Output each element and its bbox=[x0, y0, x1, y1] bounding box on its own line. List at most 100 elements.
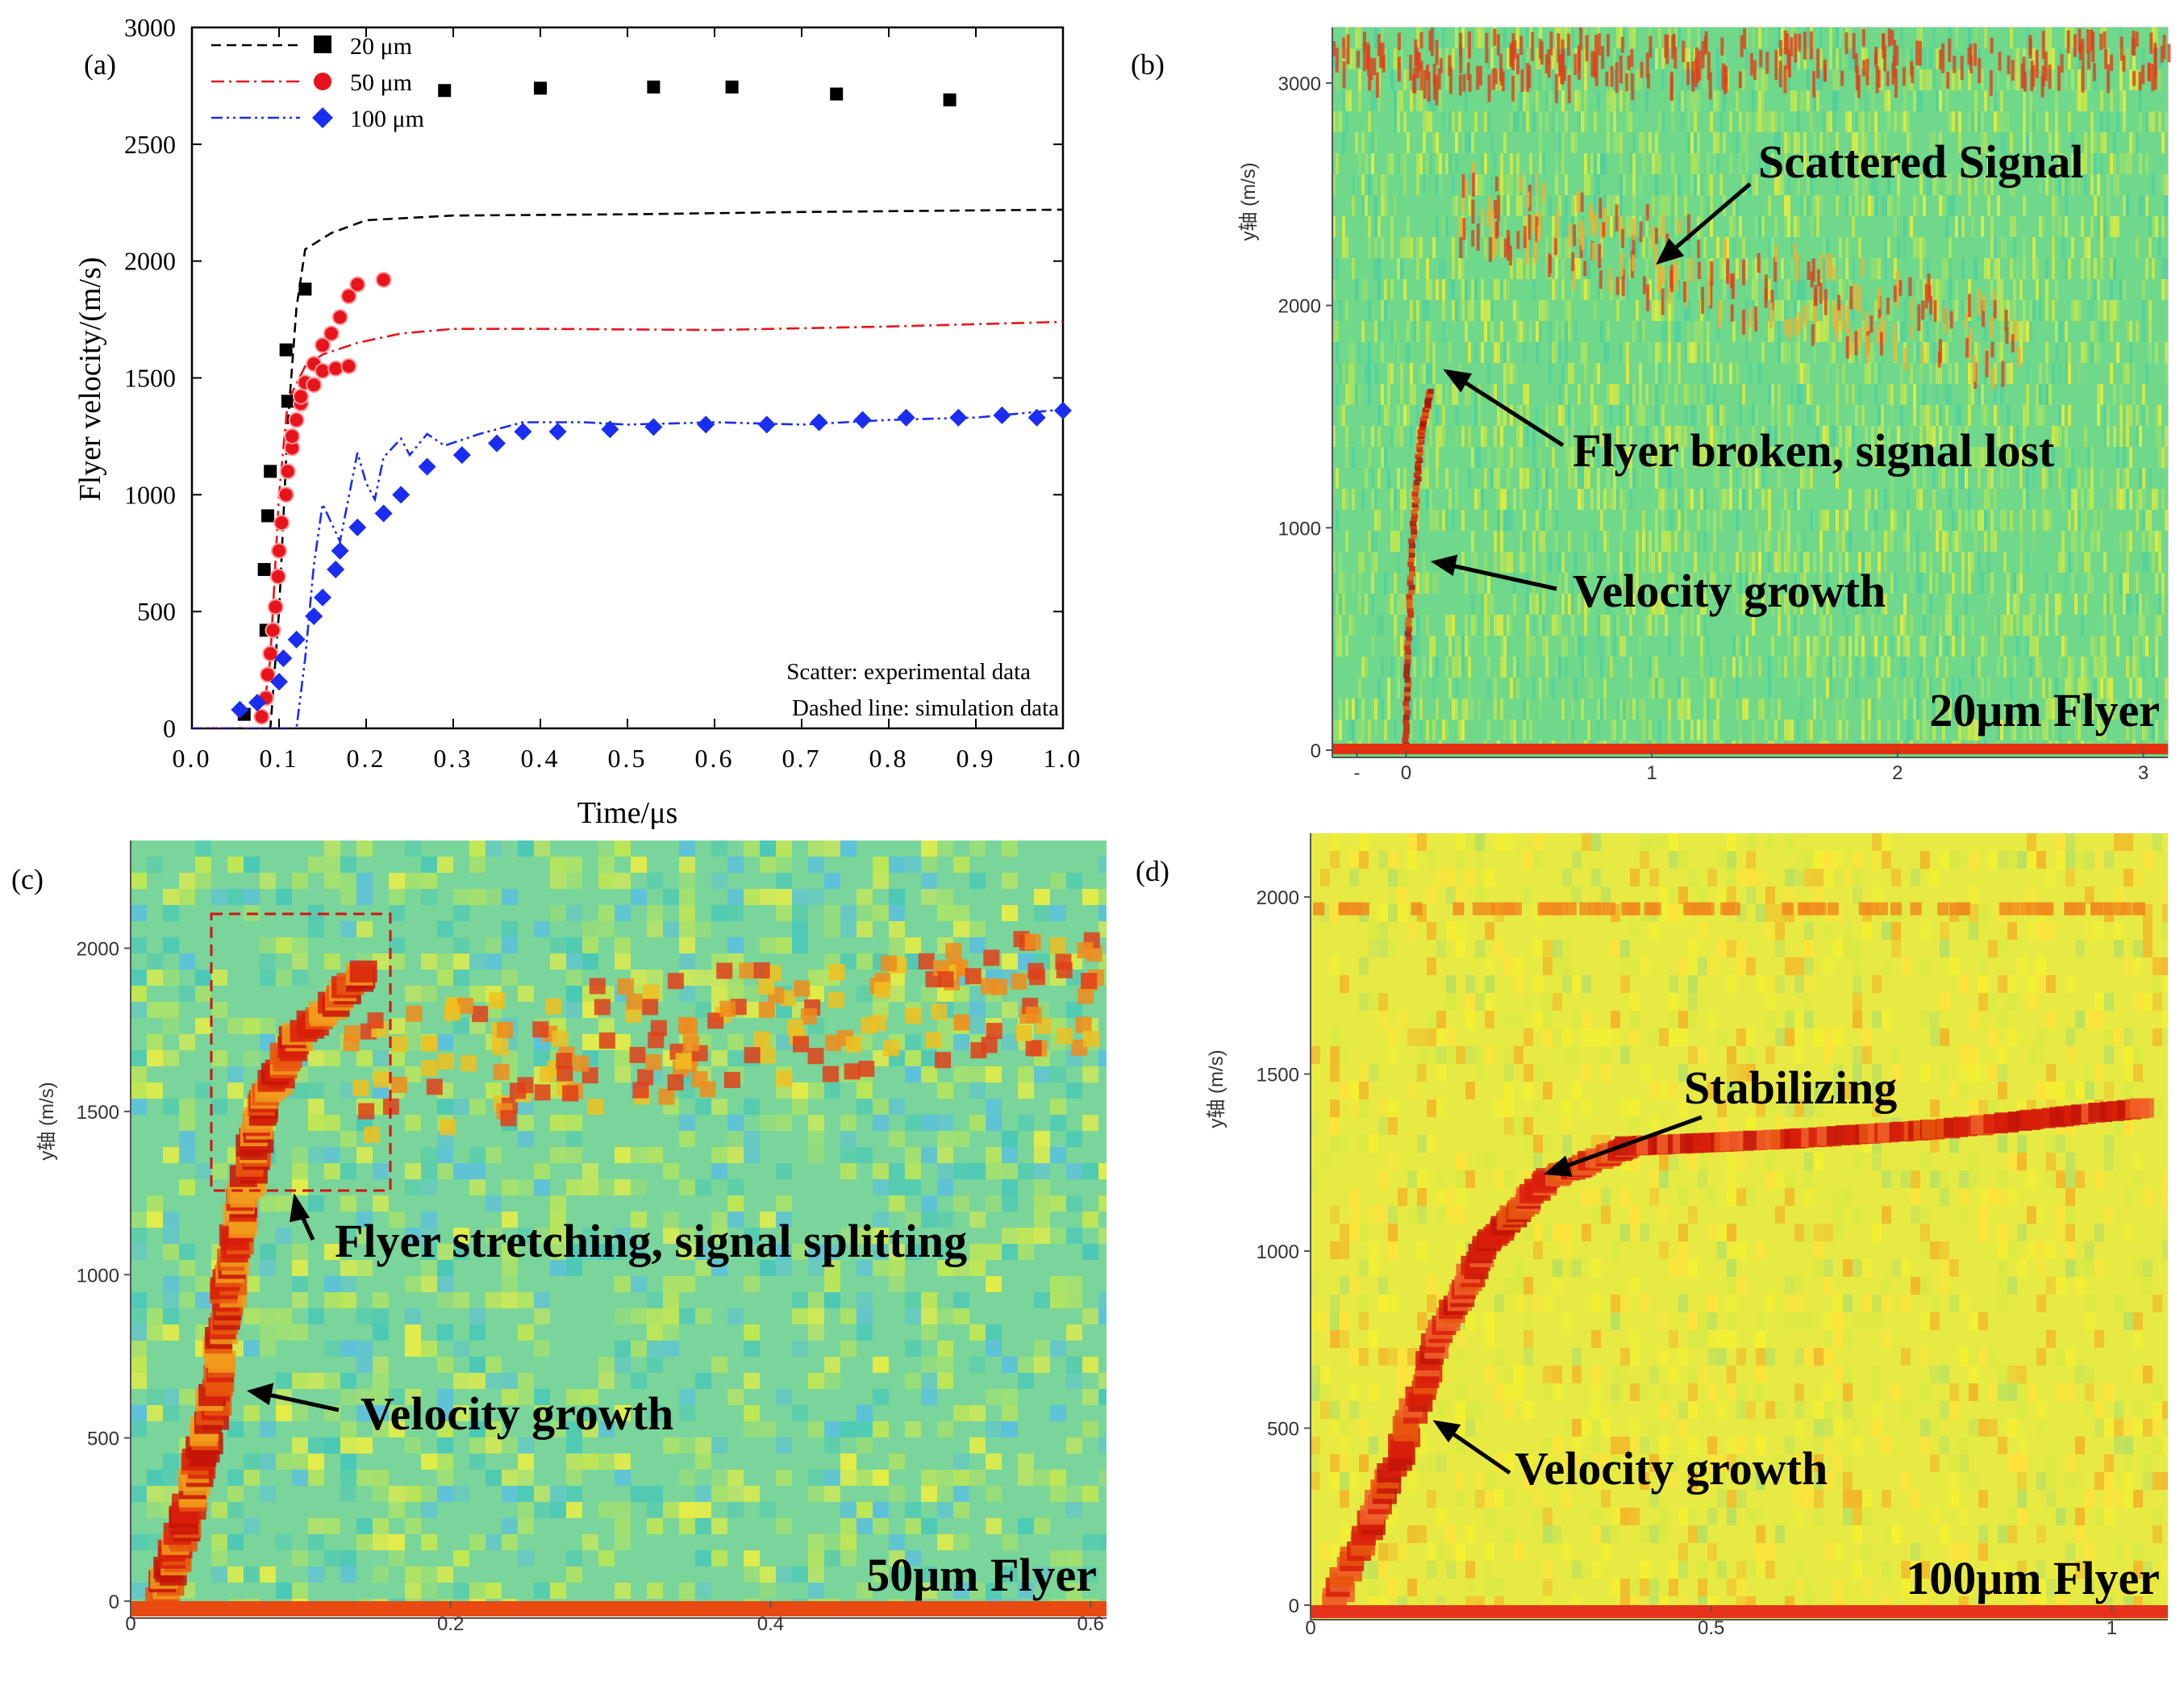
heatmap-cell bbox=[131, 937, 147, 953]
panel-a: 0.0 0.1 0.2 0.3 0.4 0.5 0.6 0.7 0.8 0.9 1.00500100… bbox=[73, 13, 1081, 830]
heatmap-cell bbox=[1897, 237, 1900, 258]
scatter-cell bbox=[2048, 65, 2052, 90]
heatmap-cell bbox=[1494, 468, 1497, 489]
heatmap-cell bbox=[2145, 552, 2149, 573]
heatmap-cell bbox=[1600, 510, 1603, 531]
heatmap-cell bbox=[615, 873, 631, 889]
heatmap-cell bbox=[2129, 342, 2132, 363]
heatmap-cell bbox=[276, 1405, 292, 1421]
signal-cell bbox=[1404, 640, 1411, 646]
heatmap-cell bbox=[889, 1566, 905, 1583]
heatmap-cell bbox=[663, 1163, 679, 1179]
scatter-cell bbox=[2148, 63, 2152, 81]
heatmap-cell bbox=[308, 1147, 324, 1163]
heatmap-cell bbox=[1697, 321, 1700, 342]
heatmap-cell bbox=[486, 1373, 502, 1389]
heatmap-cell bbox=[921, 1373, 937, 1389]
heatmap-cell bbox=[1958, 447, 1961, 468]
heatmap-cell bbox=[1478, 447, 1481, 468]
heatmap-cell bbox=[2010, 447, 2013, 468]
heatmap-cell bbox=[1478, 384, 1481, 405]
heatmap-cell bbox=[1552, 216, 1555, 237]
scatter-cell bbox=[1939, 49, 1943, 70]
heatmap-cell bbox=[873, 1163, 889, 1179]
heatmap-cell bbox=[1600, 615, 1603, 636]
heatmap-cell bbox=[1761, 342, 1765, 363]
heatmap-cell bbox=[1887, 531, 1890, 552]
heatmap-cell bbox=[1884, 258, 1887, 279]
heatmap-cell bbox=[179, 1115, 195, 1131]
annotation-scattered-signal: Scattered Signal bbox=[1758, 136, 2083, 188]
heatmap-cell bbox=[1894, 615, 1897, 636]
scatter-cell bbox=[1542, 183, 1546, 202]
heatmap-cell bbox=[1461, 27, 1465, 48]
scatter-cell bbox=[1998, 52, 2002, 71]
signal-cell bbox=[1416, 457, 1423, 463]
heatmap-cell bbox=[1471, 132, 1474, 153]
heatmap-cell bbox=[308, 1534, 324, 1550]
scatter-cell bbox=[1432, 63, 1436, 86]
scatter-cell bbox=[1773, 257, 1778, 282]
heatmap-cell bbox=[1961, 552, 1965, 573]
heatmap-cell bbox=[486, 937, 502, 953]
heatmap-cell bbox=[437, 1034, 453, 1050]
heatmap-cell bbox=[2071, 174, 2074, 195]
heatmap-cell bbox=[1507, 342, 1510, 363]
heatmap-cell bbox=[1913, 405, 1916, 426]
heatmap-cell bbox=[1403, 405, 1407, 426]
heatmap-cell bbox=[1861, 720, 1865, 740]
scatter-cell bbox=[1854, 331, 1858, 356]
heatmap-cell bbox=[1978, 510, 1981, 531]
heatmap-cell bbox=[1990, 531, 1994, 552]
heatmap-cell bbox=[2045, 342, 2049, 363]
heatmap-cell bbox=[1555, 594, 1558, 615]
heatmap-cell bbox=[2019, 531, 2023, 552]
heatmap-cell bbox=[1852, 342, 1855, 363]
heatmap-cell bbox=[1739, 153, 1742, 174]
heatmap-cell bbox=[2061, 237, 2065, 258]
heatmap-cell bbox=[1352, 720, 1355, 740]
heatmap-cell bbox=[324, 1050, 340, 1066]
heatmap-cell bbox=[1400, 594, 1403, 615]
heatmap-cell bbox=[840, 840, 857, 857]
heatmap-cell bbox=[1942, 468, 1945, 489]
heatmap-cell bbox=[1639, 384, 1642, 405]
scatter-cell bbox=[1786, 33, 1790, 54]
heatmap-cell bbox=[453, 905, 469, 921]
heatmap-cell bbox=[340, 1195, 356, 1212]
heatmap-cell bbox=[518, 1324, 534, 1341]
signal-cell bbox=[1408, 589, 1415, 595]
heatmap-cell bbox=[1365, 594, 1368, 615]
heatmap-cell bbox=[1890, 636, 1894, 657]
heatmap-cell bbox=[1781, 300, 1784, 321]
heatmap-cell bbox=[921, 1147, 937, 1163]
heatmap-cell bbox=[1552, 279, 1555, 300]
heatmap-cell bbox=[1416, 531, 1419, 552]
heatmap-cell bbox=[1426, 111, 1429, 132]
heatmap-cell bbox=[1519, 426, 1523, 447]
heatmap-cell bbox=[631, 1276, 647, 1292]
heatmap-cell bbox=[1503, 216, 1507, 237]
heatmap-cell bbox=[1826, 594, 1829, 615]
heatmap-cell bbox=[550, 1195, 566, 1212]
heatmap-cell bbox=[679, 1502, 695, 1518]
scatter-cell bbox=[2160, 45, 2164, 63]
heatmap-cell bbox=[1661, 510, 1665, 531]
heatmap-cell bbox=[1636, 69, 1639, 90]
heatmap-cell bbox=[2016, 615, 2019, 636]
data-point-100 bbox=[374, 504, 393, 523]
heatmap-cell bbox=[1529, 237, 1532, 258]
heatmap-cell bbox=[1581, 657, 1584, 678]
heatmap-cell bbox=[776, 1212, 792, 1228]
heatmap-cell bbox=[421, 873, 437, 889]
heatmap-cell bbox=[1752, 258, 1755, 279]
heatmap-cell bbox=[1703, 447, 1707, 468]
heatmap-cell bbox=[1397, 90, 1400, 111]
heatmap-cell bbox=[179, 953, 195, 970]
heatmap-cell bbox=[1629, 384, 1632, 405]
heatmap-cell bbox=[857, 1260, 873, 1276]
heatmap-cell bbox=[808, 986, 824, 1002]
heatmap-cell bbox=[2152, 489, 2155, 510]
heatmap-cell bbox=[1394, 720, 1397, 740]
heatmap-cell bbox=[292, 1163, 308, 1179]
